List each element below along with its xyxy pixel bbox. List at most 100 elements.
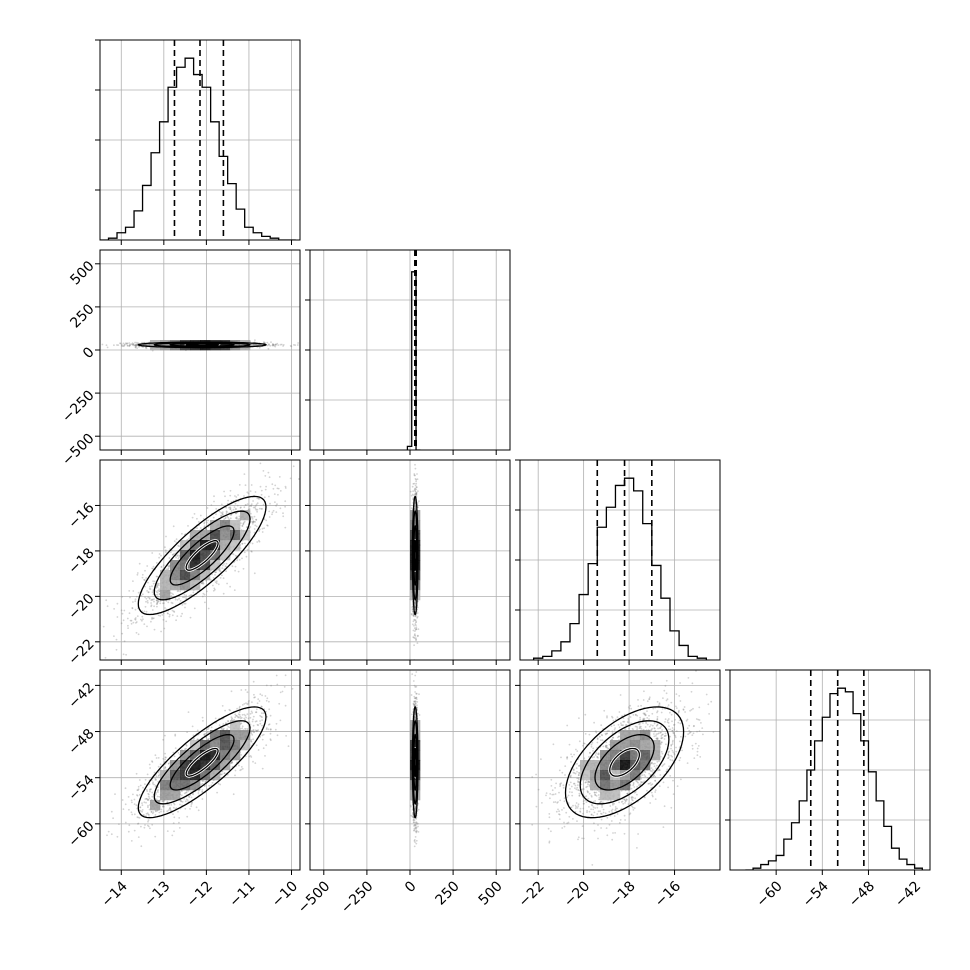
sample-point — [150, 618, 153, 620]
sample-point — [143, 578, 146, 581]
density-cell — [200, 560, 211, 571]
sample-point — [253, 528, 256, 530]
sample-point — [271, 511, 274, 514]
sample-point — [207, 607, 210, 610]
sample-point — [213, 495, 215, 498]
sample-point — [221, 574, 223, 577]
sample-point — [152, 580, 155, 582]
sample-point — [266, 341, 269, 344]
sample-point — [255, 525, 258, 528]
sample-point — [130, 619, 133, 622]
sample-point — [123, 344, 126, 346]
sample-point — [144, 346, 147, 349]
sample-point — [132, 343, 135, 346]
sample-point — [167, 565, 170, 568]
sample-point — [129, 344, 131, 347]
sample-point — [237, 494, 240, 496]
sample-point — [115, 648, 118, 651]
sample-point — [171, 614, 174, 617]
sample-point — [236, 504, 239, 507]
sample-point — [212, 589, 215, 592]
sample-point — [136, 573, 139, 576]
sample-point — [268, 476, 271, 479]
sample-point — [203, 525, 206, 528]
sample-point — [147, 591, 150, 594]
sample-point — [122, 619, 125, 622]
sample-point — [159, 602, 162, 605]
sample-point — [157, 595, 160, 598]
sample-point — [413, 482, 416, 485]
sample-point — [262, 503, 265, 506]
sample-point — [252, 343, 255, 346]
sample-point — [240, 506, 242, 509]
sample-point — [277, 487, 280, 490]
sample-point — [225, 506, 228, 509]
sample-point — [178, 597, 181, 600]
sample-point — [146, 625, 148, 628]
sample-point — [412, 620, 415, 623]
sample-point — [167, 567, 170, 570]
sample-point — [284, 485, 287, 488]
density-cell — [200, 530, 211, 541]
sample-point — [179, 599, 182, 602]
sample-point — [414, 601, 417, 604]
sample-point — [143, 610, 146, 613]
sample-point — [185, 594, 188, 597]
sample-point — [136, 572, 139, 574]
sample-point — [245, 526, 248, 528]
sample-point — [168, 565, 171, 568]
sample-point — [229, 517, 232, 520]
sample-point — [128, 590, 131, 592]
sample-point — [258, 530, 260, 532]
density-cell — [230, 340, 241, 351]
sample-point — [183, 596, 186, 599]
sample-point — [415, 637, 417, 640]
sample-point — [104, 656, 107, 659]
sample-point — [176, 590, 179, 593]
sample-point — [223, 490, 226, 493]
sample-point — [191, 516, 194, 519]
sample-point — [170, 601, 173, 604]
sample-point — [203, 593, 206, 596]
sample-point — [162, 618, 165, 621]
sample-point — [229, 550, 232, 553]
sample-point — [156, 602, 159, 605]
sample-point — [228, 518, 231, 521]
sample-point — [189, 616, 192, 619]
hist-panel-0 — [95, 39, 301, 245]
sample-point — [224, 565, 227, 567]
scatter-panel-2-1 — [305, 459, 511, 665]
sample-point — [279, 507, 282, 510]
sample-point — [135, 343, 138, 346]
sample-point — [163, 602, 165, 604]
sample-point — [157, 589, 159, 592]
contour-line — [153, 510, 251, 601]
sample-point — [162, 564, 165, 567]
density-cell — [160, 340, 171, 351]
sample-point — [158, 584, 160, 586]
sample-point — [413, 489, 416, 491]
sample-point — [257, 497, 260, 500]
scatter-panel-1-0 — [95, 249, 301, 455]
sample-point — [252, 500, 255, 502]
sample-point — [131, 342, 134, 345]
density-cell — [160, 580, 171, 591]
sample-point — [192, 591, 195, 594]
sample-point — [181, 604, 184, 606]
sample-point — [113, 344, 115, 347]
sample-point — [276, 342, 279, 345]
sample-point — [415, 478, 418, 481]
sample-point — [203, 522, 206, 525]
sample-point — [142, 618, 144, 621]
sample-point — [414, 474, 416, 477]
sample-point — [413, 636, 415, 639]
sample-point — [261, 527, 264, 530]
sample-point — [121, 345, 123, 347]
sample-point — [414, 633, 416, 635]
sample-point — [416, 473, 418, 475]
sample-point — [415, 621, 417, 624]
sample-point — [162, 612, 165, 615]
sample-point — [261, 508, 263, 510]
sample-point — [244, 542, 246, 545]
density-cell — [210, 540, 221, 551]
